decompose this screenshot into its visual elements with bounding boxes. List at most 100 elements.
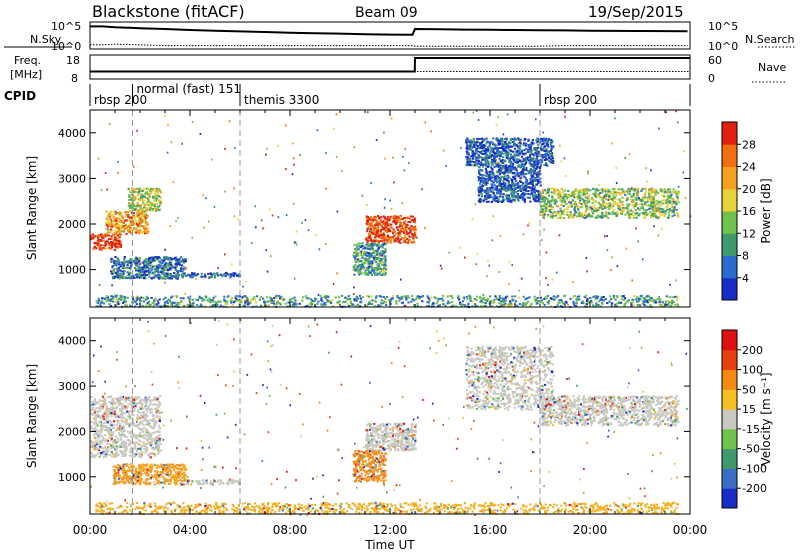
data-cell bbox=[654, 300, 656, 302]
cpid-mode-label: normal (fast) 151 bbox=[137, 82, 241, 96]
data-cell bbox=[578, 295, 580, 297]
data-cell bbox=[494, 143, 496, 145]
data-cell bbox=[642, 212, 644, 214]
data-cell bbox=[531, 187, 533, 189]
data-cell bbox=[527, 197, 529, 199]
data-cell bbox=[496, 192, 498, 194]
data-cell bbox=[494, 166, 496, 168]
data-cell bbox=[481, 159, 483, 161]
data-cell bbox=[593, 205, 595, 207]
data-cell bbox=[664, 191, 666, 193]
data-cell bbox=[538, 200, 540, 202]
data-cell bbox=[521, 149, 523, 151]
data-cell bbox=[495, 163, 497, 165]
data-cell bbox=[447, 301, 449, 303]
data-cell bbox=[497, 137, 499, 139]
data-cell bbox=[469, 143, 471, 145]
data-cell bbox=[508, 180, 510, 182]
data-cell bbox=[607, 217, 609, 219]
data-cell bbox=[633, 193, 635, 195]
data-cell bbox=[482, 153, 484, 155]
data-cell bbox=[391, 236, 393, 238]
data-cell bbox=[632, 214, 634, 216]
data-cell bbox=[442, 300, 444, 302]
data-cell bbox=[629, 193, 631, 195]
data-cell bbox=[365, 254, 367, 256]
data-cell bbox=[500, 151, 502, 153]
data-cell bbox=[563, 205, 565, 207]
data-cell bbox=[151, 210, 153, 212]
data-cell bbox=[320, 297, 322, 299]
data-cell bbox=[132, 206, 134, 208]
data-cell bbox=[647, 199, 649, 201]
data-cell bbox=[144, 226, 146, 228]
data-cell bbox=[385, 268, 387, 270]
data-cell bbox=[525, 173, 527, 175]
data-cell bbox=[533, 148, 535, 150]
data-cell bbox=[146, 274, 148, 276]
data-cell bbox=[601, 303, 603, 305]
data-cell bbox=[154, 271, 156, 273]
data-cell bbox=[552, 160, 554, 162]
data-cell bbox=[662, 301, 664, 303]
data-cell bbox=[483, 180, 485, 182]
data-cell bbox=[509, 188, 511, 190]
data-cell bbox=[157, 302, 159, 304]
data-cell bbox=[378, 253, 380, 255]
n-search-tick-bottom: 10^0 bbox=[708, 40, 738, 53]
data-cell bbox=[414, 218, 416, 220]
data-cell bbox=[148, 188, 150, 190]
data-cell bbox=[409, 231, 411, 233]
data-cell bbox=[522, 195, 524, 197]
data-cell bbox=[447, 302, 449, 304]
data-cell bbox=[660, 208, 662, 210]
data-cell bbox=[483, 178, 485, 180]
data-cell bbox=[175, 260, 177, 262]
data-cell bbox=[658, 216, 660, 218]
data-cell bbox=[450, 295, 452, 297]
data-cell bbox=[236, 295, 238, 297]
data-cell bbox=[392, 295, 394, 297]
data-cell bbox=[367, 255, 369, 257]
data-cell bbox=[524, 194, 526, 196]
data-cell bbox=[544, 205, 546, 207]
data-cell bbox=[140, 214, 142, 216]
data-cell bbox=[192, 299, 194, 301]
data-cell bbox=[380, 236, 382, 238]
data-cell bbox=[114, 239, 116, 241]
data-cell bbox=[579, 214, 581, 216]
data-cell bbox=[273, 300, 275, 302]
data-cell bbox=[518, 172, 520, 174]
data-cell bbox=[551, 148, 553, 150]
data-cell bbox=[667, 198, 669, 200]
data-cell bbox=[142, 274, 144, 276]
data-cell bbox=[140, 204, 142, 206]
data-cell bbox=[128, 188, 130, 190]
data-cell bbox=[365, 270, 367, 272]
data-cell bbox=[387, 225, 389, 227]
data-cell bbox=[114, 256, 116, 258]
data-cell bbox=[550, 145, 552, 147]
data-cell bbox=[615, 194, 617, 196]
data-cell bbox=[183, 266, 185, 268]
data-cell bbox=[644, 194, 646, 196]
data-cell bbox=[387, 216, 389, 218]
data-cell bbox=[541, 161, 543, 163]
data-cell bbox=[512, 299, 514, 301]
data-cell bbox=[514, 295, 516, 297]
data-cell bbox=[413, 241, 415, 243]
data-cell bbox=[486, 175, 488, 177]
data-cell bbox=[156, 209, 158, 211]
data-cell bbox=[106, 224, 108, 226]
data-cell bbox=[543, 146, 545, 148]
data-cell bbox=[407, 302, 409, 304]
data-cell bbox=[645, 188, 647, 190]
data-cell bbox=[208, 298, 210, 300]
data-cell bbox=[244, 301, 246, 303]
data-cell bbox=[125, 215, 127, 217]
data-cell bbox=[519, 180, 521, 182]
data-cell bbox=[399, 235, 401, 237]
data-cell bbox=[111, 223, 113, 225]
data-cell bbox=[347, 303, 349, 305]
data-cell bbox=[619, 188, 621, 190]
